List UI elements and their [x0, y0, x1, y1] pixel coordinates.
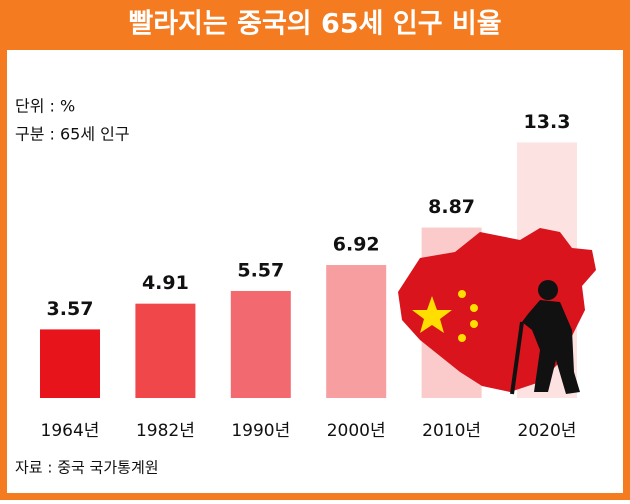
figure [522, 300, 580, 394]
star [470, 320, 478, 328]
source: 자료 : 중국 국가통계원 [15, 459, 159, 477]
star [458, 334, 466, 342]
bar [40, 329, 100, 398]
star [458, 290, 466, 298]
star [470, 304, 478, 312]
value-label: 3.57 [47, 298, 94, 320]
value-label: 6.92 [333, 234, 380, 256]
x-tick-label: 1982년 [136, 421, 195, 441]
unit-note: 단위 : % [15, 97, 75, 116]
cane [510, 321, 524, 395]
figure [538, 280, 558, 300]
value-label: 8.87 [428, 196, 475, 218]
map-illustration [398, 228, 596, 395]
value-label: 5.57 [237, 259, 284, 281]
bar [135, 303, 196, 398]
value-label: 13.3 [524, 111, 571, 133]
bar [326, 265, 387, 398]
chart-title: 빨라지는 중국의 65세 인구 비율 [128, 9, 501, 40]
star [412, 296, 452, 333]
x-tick-label: 2000년 [327, 421, 386, 441]
value-label: 4.91 [142, 272, 189, 294]
x-tick-label: 2020년 [518, 421, 577, 441]
x-tick-label: 1964년 [41, 421, 100, 441]
x-tick-label: 1990년 [231, 421, 290, 441]
x-tick-label: 2010년 [422, 421, 481, 441]
bar [230, 290, 291, 398]
category-note: 구분 : 65세 인구 [15, 125, 130, 144]
